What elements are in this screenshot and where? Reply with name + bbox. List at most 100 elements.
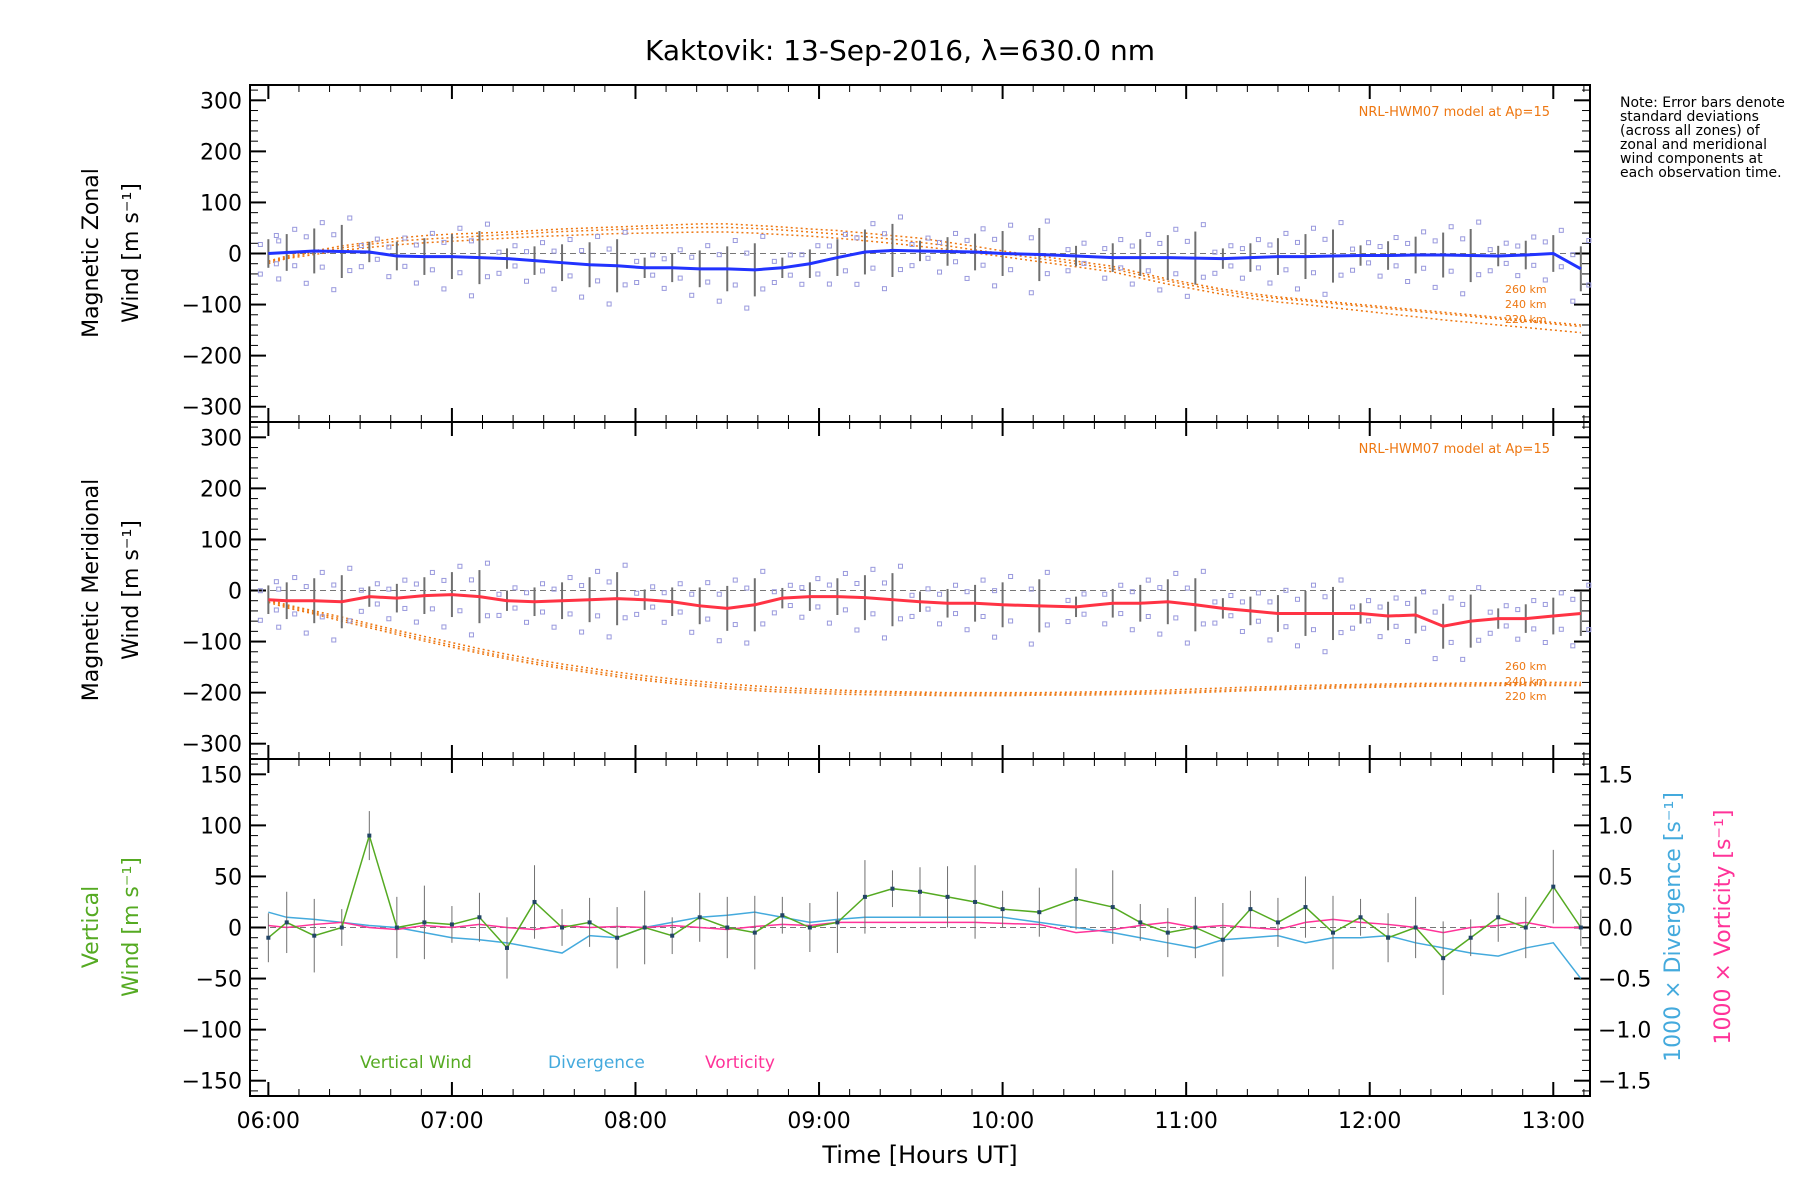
- vertical-wind-point: [1441, 956, 1446, 961]
- x-tick-label: 08:00: [604, 1109, 667, 1134]
- zone-sample: [606, 301, 612, 307]
- zone-sample: [347, 565, 353, 571]
- zone-sample: [1448, 224, 1454, 230]
- vertical-wind-point: [945, 894, 950, 899]
- zone-sample: [1118, 611, 1124, 617]
- zone-sample: [1322, 236, 1328, 242]
- zone-sample: [1558, 264, 1564, 270]
- vertical-wind-point: [1037, 910, 1042, 915]
- zone-sample: [1065, 619, 1071, 625]
- vertical-wind-point: [312, 933, 317, 938]
- zone-sample: [826, 281, 832, 287]
- y2-tick-label: −1.0: [1598, 1019, 1651, 1044]
- zone-sample: [1294, 643, 1300, 649]
- zone-sample: [799, 281, 805, 287]
- zone-sample: [622, 282, 628, 288]
- zone-sample: [606, 579, 612, 585]
- zone-sample: [1558, 590, 1564, 596]
- zone-sample: [925, 255, 931, 261]
- zone-sample: [705, 243, 711, 249]
- zone-sample: [273, 232, 279, 238]
- zone-sample: [1366, 618, 1372, 624]
- zone-sample: [595, 278, 601, 284]
- y-tick-label: −100: [182, 631, 242, 656]
- zone-sample: [1255, 618, 1261, 624]
- zone-sample: [980, 226, 986, 232]
- zone-sample: [1239, 246, 1245, 252]
- y-tick-label: 50: [214, 865, 242, 890]
- zonal-ylabel-line1: Magnetic Zonal: [79, 168, 104, 338]
- y2-tick-label: 1.5: [1598, 763, 1633, 788]
- vertical-wind-point: [1358, 915, 1363, 920]
- zone-sample: [1350, 625, 1356, 631]
- zone-sample: [689, 591, 695, 597]
- zone-sample: [1405, 600, 1411, 606]
- zone-sample: [925, 235, 931, 241]
- model-curve-240: [268, 226, 1581, 328]
- zone-sample: [661, 285, 667, 291]
- vertical-wind-point: [890, 886, 895, 891]
- zone-sample: [1503, 240, 1509, 246]
- zone-sample: [524, 590, 530, 596]
- zone-sample: [386, 274, 392, 280]
- zone-sample: [1421, 229, 1427, 235]
- zone-sample: [1322, 649, 1328, 655]
- zone-sample: [953, 582, 959, 588]
- divergence-line: [268, 911, 1582, 980]
- zone-sample: [1570, 596, 1576, 602]
- zone-sample: [413, 280, 419, 286]
- zone-sample: [826, 620, 832, 626]
- vertical-wind-point: [1496, 915, 1501, 920]
- zone-sample: [1487, 609, 1493, 615]
- zone-sample: [744, 640, 750, 646]
- zone-sample: [1044, 218, 1050, 224]
- vertical-wind-panel: Vertical Wind [m s⁻¹] 1000 × Divergence …: [79, 758, 1736, 1097]
- zone-sample: [1239, 275, 1245, 281]
- zone-sample: [1102, 275, 1108, 281]
- vertical-wind-point: [1165, 930, 1170, 935]
- y-tick-label: −300: [182, 396, 242, 421]
- zone-sample: [716, 298, 722, 304]
- zone-sample: [992, 588, 998, 594]
- zone-sample: [1081, 240, 1087, 246]
- zone-sample: [881, 635, 887, 641]
- zone-sample: [1515, 273, 1521, 279]
- zonal-alt-label-240: 240 km: [1505, 298, 1547, 311]
- meridional-ylabel-line1: Magnetic Meridional: [79, 479, 104, 701]
- zone-sample: [1310, 582, 1316, 588]
- zone-sample: [1228, 613, 1234, 619]
- model-curve-240: [268, 599, 1581, 695]
- zone-sample: [897, 267, 903, 273]
- zone-sample: [1405, 240, 1411, 246]
- y-tick-label: −150: [182, 1070, 242, 1095]
- zonal-alt-label-260: 260 km: [1505, 283, 1547, 296]
- zone-sample: [1255, 237, 1261, 243]
- zone-sample: [1377, 604, 1383, 610]
- zone-sample: [677, 609, 683, 615]
- zone-sample: [413, 619, 419, 625]
- zone-sample: [716, 591, 722, 597]
- zone-sample: [1542, 640, 1548, 646]
- zone-sample: [1432, 238, 1438, 244]
- zone-sample: [496, 612, 502, 618]
- zone-sample: [292, 226, 298, 232]
- zone-sample: [1487, 268, 1493, 274]
- zone-sample: [319, 569, 325, 575]
- vertical-wind-point: [752, 930, 757, 935]
- zone-sample: [964, 627, 970, 633]
- zone-sample: [441, 286, 447, 292]
- vertical-wind-line: [267, 832, 1582, 960]
- vorticity-line: [268, 918, 1581, 934]
- y-tick-label: 150: [200, 763, 242, 788]
- x-axis-label: Time [Hours UT]: [821, 1141, 1017, 1169]
- zone-sample: [1476, 637, 1482, 643]
- zone-sample: [374, 236, 380, 242]
- zone-sample: [1028, 290, 1034, 296]
- zone-sample: [1228, 263, 1234, 269]
- zone-sample: [1531, 234, 1537, 240]
- y2-tick-label: 0.0: [1598, 917, 1633, 942]
- zone-sample: [716, 252, 722, 258]
- zone-sample: [1366, 260, 1372, 266]
- zonal-model-label: NRL-HWM07 model at Ap=15: [1359, 105, 1550, 120]
- zone-sample: [1184, 238, 1190, 244]
